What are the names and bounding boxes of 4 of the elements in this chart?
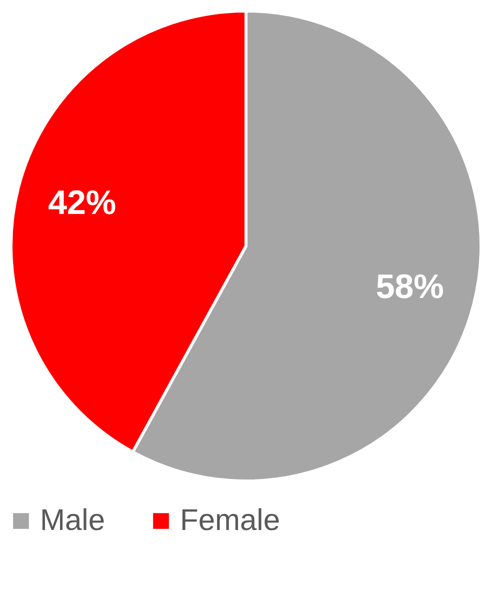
data-label: 58% <box>376 268 444 306</box>
data-label: 42% <box>48 184 116 222</box>
legend-label: Female <box>180 504 280 537</box>
legend-label: Male <box>40 504 106 537</box>
